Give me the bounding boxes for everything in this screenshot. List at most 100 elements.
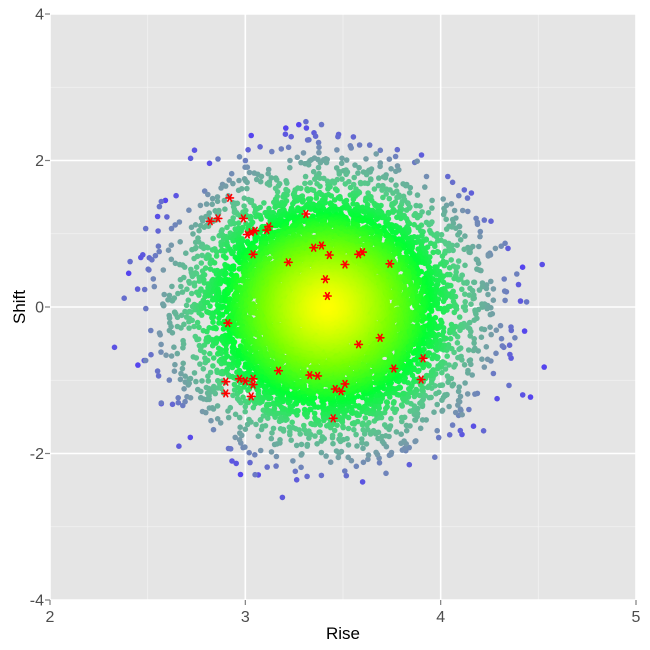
cloud-point [314,441,320,447]
cloud-point [388,415,394,422]
cloud-point [244,164,251,170]
cloud-point [253,213,259,220]
cloud-point [403,182,409,189]
cloud-point [201,272,208,278]
cloud-point [394,194,400,201]
cloud-point [301,406,308,413]
cloud-point [428,240,434,247]
cloud-point [424,384,431,391]
cloud-point [155,228,161,234]
cloud-point [390,209,396,215]
cloud-point [435,237,441,244]
cloud-point [373,216,380,223]
cloud-point [169,283,175,290]
cloud-point [446,403,452,410]
cloud-point [454,340,461,346]
cloud-point [391,399,397,405]
cloud-point [487,324,493,331]
cloud-point [336,171,343,177]
cloud-point [274,189,281,195]
cloud-point [210,426,217,433]
cloud-point [451,275,457,282]
cloud-point [246,416,252,423]
cloud-point [183,250,189,256]
cloud-point [359,479,366,485]
cloud-point [175,290,181,297]
cloud-point [464,391,471,397]
cloud-point [230,266,237,273]
cloud-point [258,216,264,222]
cloud-point [461,187,468,193]
cloud-point [437,382,443,389]
cloud-point [214,194,221,200]
cloud-point [368,176,374,183]
cloud-point [430,352,437,358]
cloud-point [278,146,285,152]
cloud-point [440,196,447,202]
cloud-point [269,148,275,155]
cloud-point [188,290,195,297]
cloud-point [205,378,212,384]
cloud-point [190,231,196,237]
cloud-point [198,286,204,292]
cloud-point [237,471,244,478]
cloud-point [377,147,384,154]
cloud-point [339,155,345,162]
cloud-point [411,221,418,228]
cloud-point [273,463,279,469]
cloud-point [343,157,350,163]
cloud-point [295,408,301,414]
cloud-point [448,321,455,328]
cloud-point [422,184,428,190]
cloud-point [350,134,357,140]
cloud-point [180,337,186,344]
cloud-point [312,176,318,182]
cloud-point [417,425,424,432]
cloud-point [175,399,182,406]
cloud-point [452,361,459,368]
cloud-point [459,207,466,214]
cloud-point [175,395,181,401]
cloud-point [464,195,471,201]
cloud-point [201,349,207,356]
cloud-point [462,233,468,239]
cloud-point [352,162,358,168]
cloud-point [192,222,199,228]
cloud-point [376,175,382,181]
cloud-point [187,395,194,401]
cloud-point [179,289,186,295]
cloud-point [413,438,419,444]
cloud-point [290,424,296,431]
cloud-point [457,323,463,330]
cloud-point [358,180,364,187]
cloud-point [193,264,200,271]
cloud-point [305,162,312,168]
cloud-point [182,373,188,380]
cloud-point [488,278,494,285]
cloud-point [442,366,449,372]
cloud-point [161,291,167,298]
cloud-point [207,350,213,357]
cloud-point [455,354,461,361]
cloud-point [151,283,158,290]
cloud-point [302,173,309,180]
cloud-point [329,432,336,439]
cloud-point [194,253,201,260]
cloud-point [150,276,157,282]
cloud-point [244,185,250,192]
cloud-point [226,177,232,183]
cloud-point [340,423,346,430]
cloud-point [246,169,253,176]
cloud-point [457,427,464,434]
cloud-point [237,430,243,436]
cloud-point [196,278,203,284]
cloud-point [198,312,205,318]
cloud-point [338,160,345,167]
cloud-point [174,350,181,357]
cloud-point [448,201,455,207]
cloud-point [338,448,345,455]
cloud-point [517,298,524,304]
cloud-point [304,137,311,143]
cloud-point [461,362,468,368]
cloud-point [186,380,192,387]
